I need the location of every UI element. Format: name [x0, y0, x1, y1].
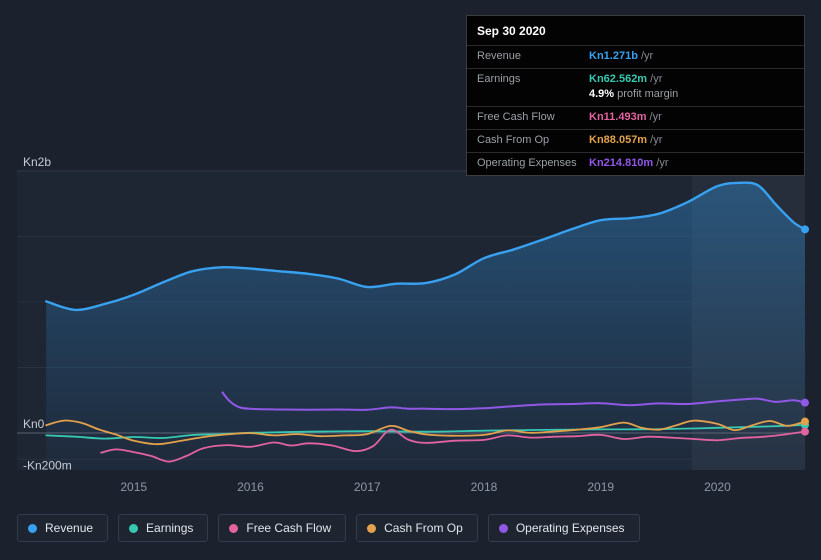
x-axis-label: 2019	[587, 480, 614, 494]
operating-expenses-endpoint-dot	[801, 398, 809, 407]
revenue-endpoint-dot	[801, 225, 809, 234]
legend-item-free-cash-flow[interactable]: Free Cash Flow	[218, 514, 347, 542]
legend-label: Cash From Op	[384, 521, 463, 535]
tooltip-value: Kn11.493m /yr	[589, 111, 662, 123]
tooltip-row-operating-expenses: Operating Expenses Kn214.810m /yr	[467, 152, 804, 175]
revenue-legend-dot	[28, 523, 37, 533]
free-cash-flow-endpoint-dot	[801, 427, 809, 436]
tooltip-label: Revenue	[477, 50, 522, 62]
legend-label: Earnings	[146, 521, 194, 535]
free-cash-flow-line	[100, 428, 806, 463]
operating-expenses-legend-dot	[498, 523, 508, 533]
tooltip-value: Kn1.271b /yr	[589, 50, 654, 62]
earnings-legend-dot	[129, 523, 139, 533]
chart-canvas[interactable]: Kn2b Kn0 -Kn200m 2015 2016 2017 2018 2019 2020	[17, 155, 809, 500]
tooltip-rows: Revenue Kn1.271b /yr Earnings Kn62.562m /yr…	[467, 45, 804, 175]
revenue-area	[46, 182, 806, 470]
y-axis-label: -Kn200m	[23, 458, 72, 472]
x-axis-label: 2020	[704, 480, 731, 494]
x-axis-label: 2017	[354, 480, 381, 494]
y-axis-label: Kn0	[23, 417, 45, 431]
tooltip-label: Cash From Op	[477, 134, 550, 146]
x-axis-label: 2018	[471, 480, 498, 494]
tooltip-label: Free Cash Flow	[477, 111, 555, 123]
tooltip: Sep 30 2020 Revenue Kn1.271b /yr Earnings K…	[466, 15, 805, 176]
tooltip-value: Kn88.057m /yr	[589, 134, 663, 146]
tooltip-profit-margin: 4.9% profit margin	[589, 88, 679, 100]
tooltip-label: Operating Expenses	[477, 157, 577, 169]
y-axis-label: Kn2b	[23, 155, 51, 169]
tooltip-row-cash-from-op: Cash From Op Kn88.057m /yr	[467, 129, 804, 152]
tooltip-label: Earnings	[477, 73, 521, 85]
tooltip-date: Sep 30 2020	[477, 24, 546, 38]
legend: Revenue Earnings Free Cash Flow Cash From O…	[17, 514, 640, 542]
legend-label: Free Cash Flow	[246, 521, 332, 535]
chart-area[interactable]: Kn2b Kn0 -Kn200m 2015 2016 2017 2018 2019 2020	[17, 155, 809, 500]
x-axis-label: 2015	[120, 480, 147, 494]
operating-expenses-line	[221, 391, 806, 411]
cash-from-op-legend-dot	[367, 523, 377, 533]
legend-label: Revenue	[45, 521, 94, 535]
tooltip-value: Kn62.562m /yr 4.9% profit margin	[589, 72, 794, 102]
cash-from-op-line	[45, 419, 806, 446]
tooltip-value: Kn214.810m /yr	[589, 157, 669, 169]
free-cash-flow-legend-dot	[229, 523, 239, 533]
x-axis-label: 2016	[237, 480, 264, 494]
tooltip-row-revenue: Revenue Kn1.271b /yr	[467, 45, 804, 68]
cash-from-op-endpoint-dot	[801, 417, 809, 426]
legend-label: Operating Expenses	[515, 521, 625, 535]
legend-item-operating-expenses[interactable]: Operating Expenses	[487, 514, 640, 542]
revenue-line	[45, 181, 807, 312]
legend-item-cash-from-op[interactable]: Cash From Op	[356, 514, 478, 542]
legend-item-revenue[interactable]: Revenue	[17, 514, 109, 542]
legend-item-earnings[interactable]: Earnings	[118, 514, 209, 542]
tooltip-row-earnings: Earnings Kn62.562m /yr 4.9% profit margin	[467, 68, 804, 106]
tooltip-row-free-cash-flow: Free Cash Flow Kn11.493m /yr	[467, 106, 804, 129]
